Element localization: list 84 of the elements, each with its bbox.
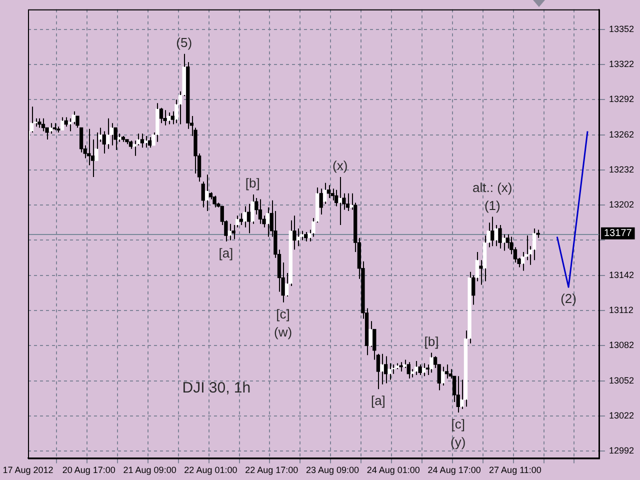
- candlestick: [441, 366, 445, 386]
- x-tick-label: 24 Aug 17:00: [428, 465, 481, 476]
- y-tick-label: 13292: [608, 94, 634, 104]
- y-tick-label: 13232: [608, 164, 634, 174]
- y-tick-label: 13112: [608, 305, 634, 316]
- x-tick-label: 21 Aug 09:00: [123, 465, 176, 476]
- x-tick-label: 24 Aug 01:00: [366, 465, 420, 476]
- candlestick: [212, 195, 216, 208]
- candlestick: [106, 118, 110, 150]
- annotation: DJI 30, 1h: [182, 379, 251, 396]
- candlestick: [243, 206, 247, 228]
- y-tick-label: 13082: [608, 340, 634, 350]
- candlestick: [388, 362, 392, 380]
- candlestick: [334, 189, 338, 207]
- candlestick: [140, 133, 144, 148]
- x-tick-label: 23 Aug 09:00: [306, 465, 360, 476]
- candlestick: [406, 362, 410, 380]
- annotation: (5): [176, 35, 192, 50]
- candlestick: [114, 127, 118, 151]
- candlestick: [60, 116, 64, 130]
- candlestick: [41, 118, 46, 132]
- candlestick: [418, 364, 422, 376]
- y-tick-label: 12992: [608, 446, 634, 456]
- annotation: [b]: [245, 176, 260, 191]
- x-tick-label: 22 Aug 01:00: [184, 465, 238, 476]
- y-tick-label: 13352: [608, 24, 634, 34]
- x-tick-label: 22 Aug 17:00: [245, 465, 298, 476]
- candlestick: [128, 140, 133, 150]
- candlestick: [228, 223, 232, 241]
- candlestick: [430, 352, 434, 374]
- y-tick-label: 13202: [608, 200, 634, 210]
- annotation: [c]: [276, 306, 290, 322]
- candlestick: [156, 102, 160, 142]
- candlestick: [239, 212, 243, 226]
- annotation: (1): [484, 198, 500, 213]
- annotation: alt.: (x): [472, 180, 512, 195]
- candlestick: [167, 112, 171, 125]
- annotation: (y): [450, 434, 466, 450]
- annotation: [c]: [451, 416, 465, 432]
- candlestick: [422, 362, 426, 377]
- candlestick: [163, 110, 167, 126]
- candlestick: [79, 127, 84, 153]
- annotation: (2): [560, 291, 576, 306]
- ref-line-label: 13177: [604, 228, 632, 240]
- y-tick-label: 13142: [608, 270, 634, 280]
- candlestick: [102, 130, 106, 154]
- candlestick: [498, 224, 502, 249]
- candlestick: [472, 274, 476, 306]
- candlestick: [384, 356, 388, 384]
- x-tick-label: 27 Aug 11:00: [489, 465, 542, 476]
- annotation: [a]: [218, 245, 234, 260]
- candlestick: [232, 224, 236, 240]
- candlestick: [532, 228, 536, 261]
- candlestick: [56, 126, 60, 133]
- candlestick: [521, 251, 525, 272]
- annotation: (w): [274, 324, 292, 340]
- candlestick: [110, 122, 114, 146]
- x-tick-label: 20 Aug 17:00: [62, 465, 116, 476]
- candlestick: [456, 376, 460, 413]
- candlestick: [201, 181, 205, 208]
- candlestick: [490, 216, 494, 247]
- candlestick: [338, 176, 342, 226]
- candlestick: [246, 203, 251, 234]
- candlestick: [64, 116, 68, 128]
- y-tick-label: 13022: [608, 410, 634, 420]
- candlestick: [144, 135, 148, 148]
- y-tick-label: 13322: [608, 58, 634, 69]
- candlestick: [346, 192, 350, 212]
- annotation: [a]: [370, 393, 386, 408]
- candlestick: [380, 353, 384, 385]
- x-tick-label: 17 Aug 2012: [2, 465, 54, 476]
- candlestick: [266, 206, 270, 238]
- candlestick: [376, 353, 380, 390]
- annotation: (x): [332, 158, 348, 174]
- candlestick: [87, 128, 91, 166]
- y-tick-label: 13052: [608, 375, 634, 386]
- candlestick: [205, 174, 209, 212]
- candlestick: [258, 198, 262, 224]
- y-tick-label: 13262: [608, 129, 634, 140]
- candlestick: [121, 135, 125, 142]
- candlestick: [148, 136, 152, 148]
- annotation: [b]: [424, 334, 439, 349]
- candlestick: [479, 260, 483, 286]
- candlestick: [414, 360, 418, 376]
